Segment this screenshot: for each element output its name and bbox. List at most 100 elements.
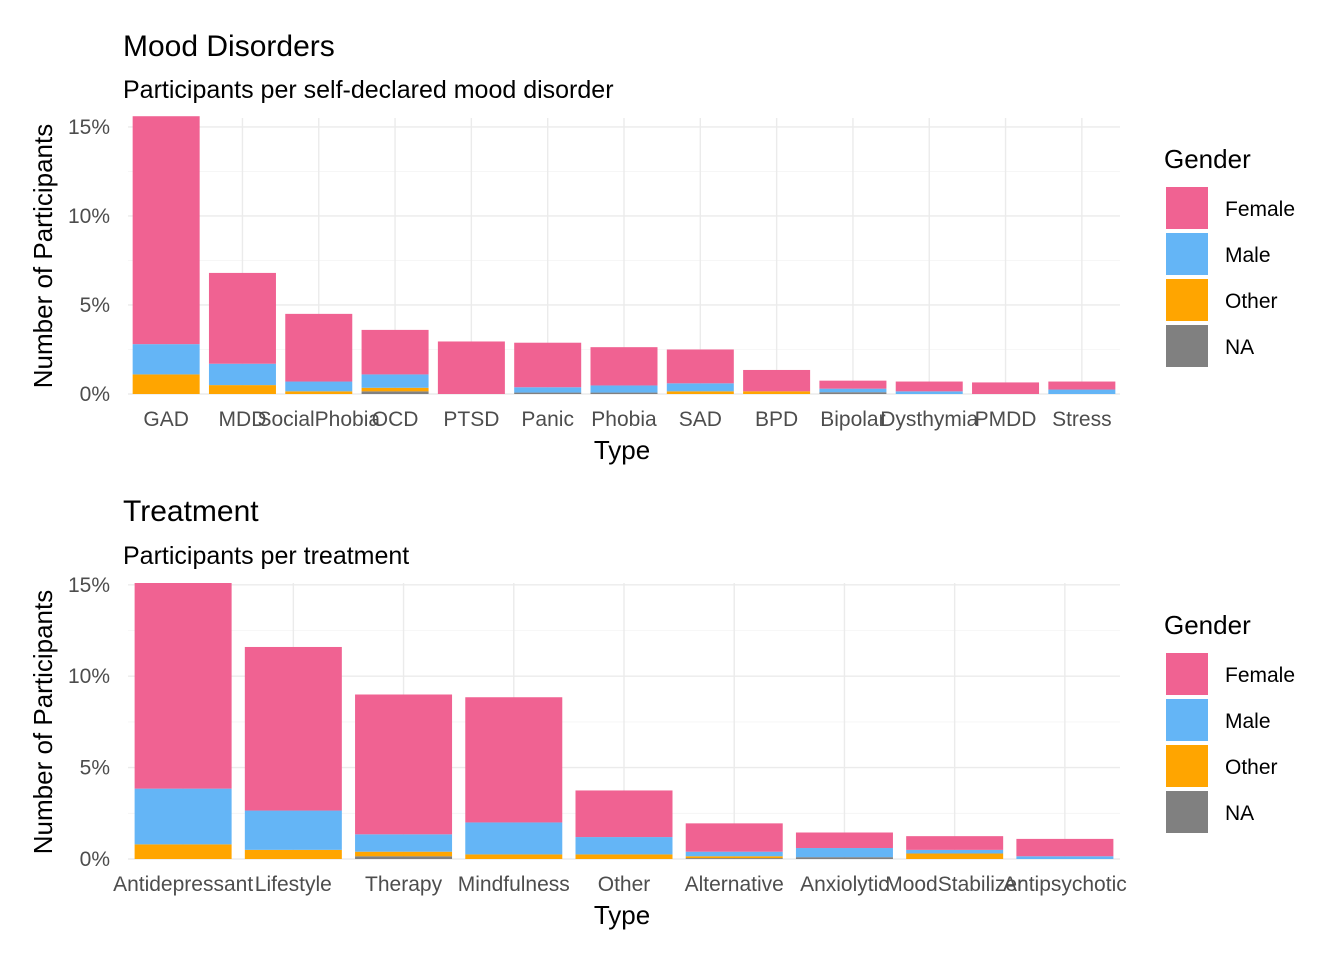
legend-title: Gender <box>1164 144 1251 174</box>
x-axis-title: Type <box>594 900 650 930</box>
bar-panic-male <box>514 387 582 393</box>
bar-therapy-male <box>355 834 453 852</box>
legend: Gender Female Male Other NA <box>1164 144 1295 367</box>
legend-swatch-male <box>1166 699 1208 741</box>
bar-mindfulness-other <box>465 854 563 859</box>
x-axis-title: Type <box>594 435 650 465</box>
legend-label-other: Other <box>1225 290 1278 313</box>
bar-gad-male <box>132 344 200 375</box>
legend-label-male: Male <box>1225 244 1271 267</box>
x-tick-label: PMDD <box>975 408 1037 431</box>
bar-lifestyle-female <box>244 646 342 811</box>
bar-bipolar-na <box>819 392 887 394</box>
chart-title: Mood Disorders <box>123 30 335 63</box>
chart-subtitle: Participants per self-declared mood diso… <box>123 76 614 104</box>
bar-gad-other <box>132 374 200 394</box>
bar-antidepressant-other <box>134 844 232 859</box>
bar-mood-stabilizer-female <box>906 836 1004 850</box>
bar-pmdd-female <box>972 382 1040 394</box>
bar-therapy-female <box>355 694 453 835</box>
x-tick-label: Dysthymia <box>880 408 978 431</box>
bar-mindfulness-female <box>465 697 563 823</box>
bar-phobia-female <box>590 347 658 386</box>
bar-mood-stabilizer-other <box>906 853 1004 859</box>
y-tick-label: 5% <box>80 757 110 780</box>
legend-swatch-other <box>1166 279 1208 321</box>
bar-anxiolytic-male <box>795 848 893 858</box>
legend-label-na: NA <box>1225 802 1254 825</box>
x-tick-label: SocialPhobia <box>257 408 380 431</box>
bar-bpd-female <box>743 369 811 392</box>
bar-sad-female <box>666 349 734 384</box>
legend-swatch-na <box>1166 791 1208 833</box>
bar-alternative-male <box>685 851 783 857</box>
x-tick-label: Other <box>598 873 651 896</box>
x-tick-label: Stress <box>1052 408 1112 431</box>
bar-lifestyle-other <box>244 849 342 859</box>
x-tick-label: OCD <box>372 408 419 431</box>
x-tick-label: MDD <box>219 408 267 431</box>
legend-label-other: Other <box>1225 756 1278 779</box>
bar-panic-female <box>514 342 582 388</box>
bar-antipsychotic-female <box>1016 838 1114 857</box>
x-tick-label: Antipsychotic <box>1003 873 1127 896</box>
bar-stress-female <box>1048 381 1116 390</box>
bar-alternative-other <box>685 856 783 859</box>
chart-title: Treatment <box>123 495 259 528</box>
y-tick-label: 0% <box>80 383 110 406</box>
bar-ocd-other <box>361 387 429 392</box>
bar-mdd-other <box>208 385 276 394</box>
bar-therapy-other <box>355 851 453 857</box>
x-tick-label: Therapy <box>365 873 443 896</box>
bar-bpd-other <box>743 391 811 394</box>
x-tick-label: Anxiolytic <box>800 873 889 896</box>
bar-bipolar-male <box>819 388 887 393</box>
x-tick-label: MoodStabilizer <box>885 873 1024 896</box>
bar-ocd-na <box>361 391 429 394</box>
bar-bipolar-female <box>819 380 887 389</box>
legend-label-na: NA <box>1225 336 1254 359</box>
bar-social-phobia-female <box>285 313 353 382</box>
chart-subtitle: Participants per treatment <box>123 542 409 570</box>
x-tick-label: Alternative <box>685 873 784 896</box>
legend: Gender Female Male Other NA <box>1164 610 1295 833</box>
bar-panic-na <box>514 392 582 394</box>
bar-antidepressant-male <box>134 788 232 845</box>
bar-ocd-male <box>361 374 429 388</box>
bar-lifestyle-male <box>244 810 342 850</box>
bar-other-male <box>575 837 673 855</box>
bar-anxiolytic-female <box>795 832 893 849</box>
bars <box>134 583 1114 859</box>
legend-swatch-other <box>1166 745 1208 787</box>
x-tick-labels: Antidepressant Lifestyle Therapy Mindfulnes… <box>113 873 1127 896</box>
bar-alternative-na <box>685 858 783 859</box>
bar-other-other <box>575 854 673 859</box>
bar-social-phobia-other <box>285 391 353 394</box>
bar-dysthymia-male <box>895 391 963 394</box>
bar-dysthymia-female <box>895 381 963 392</box>
x-tick-label: BPD <box>755 408 798 431</box>
x-tick-label: Mindfulness <box>458 873 570 896</box>
bar-sad-other <box>666 391 734 394</box>
bar-therapy-na <box>355 856 453 859</box>
y-axis-title: Number of Participants <box>28 124 58 388</box>
bar-mood-stabilizer-male <box>906 849 1004 854</box>
y-tick-label: 5% <box>80 294 110 317</box>
legend-swatch-female <box>1166 187 1208 229</box>
bar-antidepressant-female <box>134 583 232 789</box>
legend-label-male: Male <box>1225 710 1271 733</box>
x-tick-label: SAD <box>679 408 722 431</box>
bar-ocd-female <box>361 329 429 375</box>
y-tick-labels: 0% 5% 10% 15% <box>68 574 110 871</box>
bar-mindfulness-male <box>465 822 563 855</box>
legend-title: Gender <box>1164 610 1251 640</box>
bar-phobia-male <box>590 385 658 393</box>
mood-disorders-chart: Mood Disorders Participants per self-dec… <box>28 30 1295 465</box>
bar-mdd-male <box>208 363 276 386</box>
x-tick-label: Bipolar <box>820 408 885 431</box>
x-tick-label: Panic <box>521 408 574 431</box>
legend-label-female: Female <box>1225 664 1295 687</box>
bar-antipsychotic-male <box>1016 856 1114 859</box>
